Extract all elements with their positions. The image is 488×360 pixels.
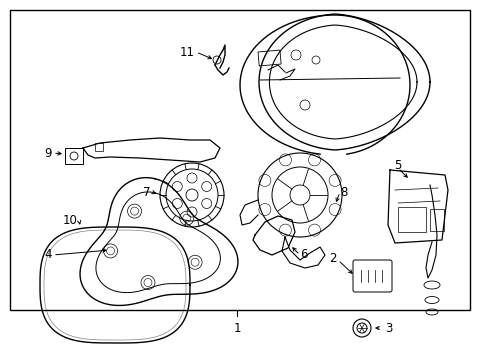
Text: 4: 4 bbox=[44, 248, 52, 261]
Text: 6: 6 bbox=[299, 248, 307, 261]
Bar bbox=[429, 209, 443, 231]
Bar bbox=[397, 207, 425, 232]
Text: 9: 9 bbox=[44, 147, 52, 159]
Bar bbox=[258, 50, 281, 66]
Text: 1: 1 bbox=[233, 321, 240, 334]
Text: 2: 2 bbox=[329, 252, 336, 265]
Text: 10: 10 bbox=[63, 213, 78, 226]
Text: 5: 5 bbox=[393, 158, 401, 171]
Text: 11: 11 bbox=[180, 45, 195, 59]
Bar bbox=[65, 148, 83, 164]
Text: 7: 7 bbox=[142, 185, 150, 198]
Bar bbox=[95, 143, 103, 151]
Text: 8: 8 bbox=[339, 185, 346, 198]
Text: 3: 3 bbox=[384, 321, 391, 334]
Bar bbox=[10, 10, 469, 310]
